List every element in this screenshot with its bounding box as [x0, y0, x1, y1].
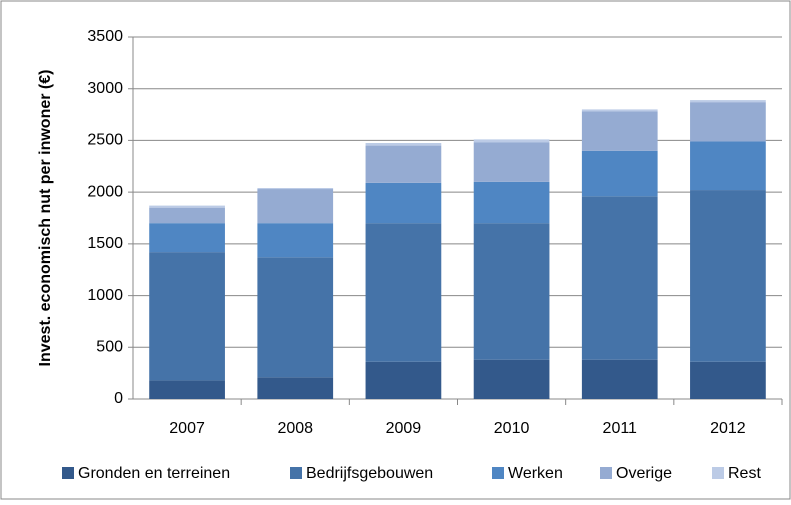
y-axis-label: Invest. economisch nut per inwoner (€): [37, 70, 54, 367]
bar-segment: [365, 223, 442, 362]
x-tick-label: 2007: [169, 420, 205, 437]
bar-segment: [473, 181, 550, 224]
x-tick-label: 2011: [603, 420, 638, 437]
bar-segment: [581, 109, 658, 112]
bar-segment: [149, 380, 225, 399]
bar-segment: [149, 252, 225, 381]
y-tick-label: 0: [114, 390, 123, 407]
x-tick-label: 2010: [494, 420, 530, 437]
bar-segment: [149, 205, 225, 208]
bar-segment: [690, 100, 766, 103]
legend-swatch: [290, 467, 302, 479]
bar-segment: [690, 190, 766, 362]
legend-swatch: [712, 467, 724, 479]
legend-label: Rest: [728, 465, 761, 482]
legend-swatch: [600, 467, 612, 479]
legend-swatch: [62, 467, 74, 479]
y-tick-label: 3000: [87, 80, 123, 97]
bar-segment: [365, 143, 442, 146]
y-tick-label: 2500: [87, 132, 123, 149]
bar-segment: [365, 182, 442, 224]
bar-segment: [473, 139, 550, 143]
bar-segment: [257, 223, 334, 258]
legend-label: Werken: [508, 465, 563, 482]
x-tick-label: 2012: [710, 420, 746, 437]
bar-segment: [473, 359, 550, 399]
x-tick-label: 2009: [386, 420, 422, 437]
bar-segment: [690, 102, 766, 142]
bar-segment: [690, 361, 766, 399]
x-tick-label: 2008: [277, 420, 313, 437]
bar-segment: [149, 223, 225, 253]
legend-label: Bedrijfsgebouwen: [306, 465, 433, 482]
bar-segment: [581, 359, 658, 399]
bar-segment: [257, 189, 334, 224]
y-tick-label: 1500: [87, 235, 123, 252]
bar-segment: [581, 150, 658, 197]
legend-swatch: [492, 467, 504, 479]
bar-segment: [365, 145, 442, 183]
bar-segment: [149, 207, 225, 224]
bar-segment: [257, 377, 334, 399]
bar-segment: [365, 361, 442, 399]
y-tick-label: 1000: [87, 287, 123, 304]
bar-segment: [581, 196, 658, 360]
bar-segment: [257, 188, 334, 190]
bar-segment: [257, 257, 334, 378]
bar-segment: [473, 223, 550, 360]
bar-segment: [473, 142, 550, 182]
y-tick-label: 2000: [87, 183, 123, 200]
bar-segment: [581, 111, 658, 151]
y-tick-label: 500: [96, 339, 123, 356]
y-tick-label: 3500: [87, 28, 123, 45]
legend-label: Gronden en terreinen: [78, 465, 230, 482]
bar-segment: [690, 141, 766, 191]
legend-label: Overige: [616, 465, 672, 482]
